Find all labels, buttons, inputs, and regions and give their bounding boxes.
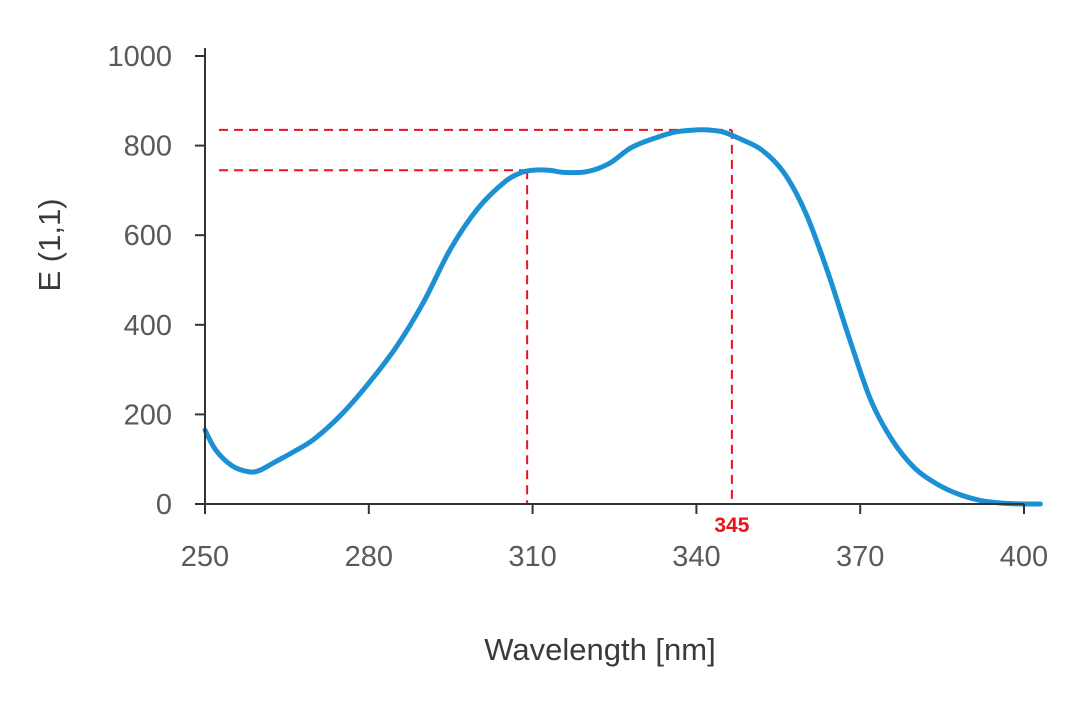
x-tick-label: 250: [181, 541, 229, 573]
y-tick-label: 0: [156, 489, 172, 521]
x-tick-label: 340: [672, 541, 720, 573]
x-tick-label: 400: [1000, 541, 1048, 573]
reference-value-label: 345: [714, 514, 749, 537]
y-tick-label: 1000: [107, 41, 172, 73]
y-tick-label: 800: [124, 131, 172, 163]
axes: [204, 48, 1024, 505]
y-tick-label: 400: [124, 310, 172, 342]
series-layer: [202, 127, 1043, 507]
series-line: [202, 127, 1043, 507]
y-tick-label: 600: [124, 220, 172, 252]
x-tick-label: 310: [508, 541, 556, 573]
y-ticks: 0 200 400 600 800 1000: [107, 41, 205, 521]
reference-lines: 345: [219, 128, 750, 537]
y-tick-label: 200: [124, 399, 172, 431]
x-ticks: 250 280 310 340 370 400: [181, 504, 1048, 573]
x-tick-label: 280: [345, 541, 393, 573]
x-axis-title: Wavelength [nm]: [484, 632, 715, 667]
x-tick-label: 370: [836, 541, 884, 573]
y-axis-title: E (1,1): [32, 198, 67, 291]
